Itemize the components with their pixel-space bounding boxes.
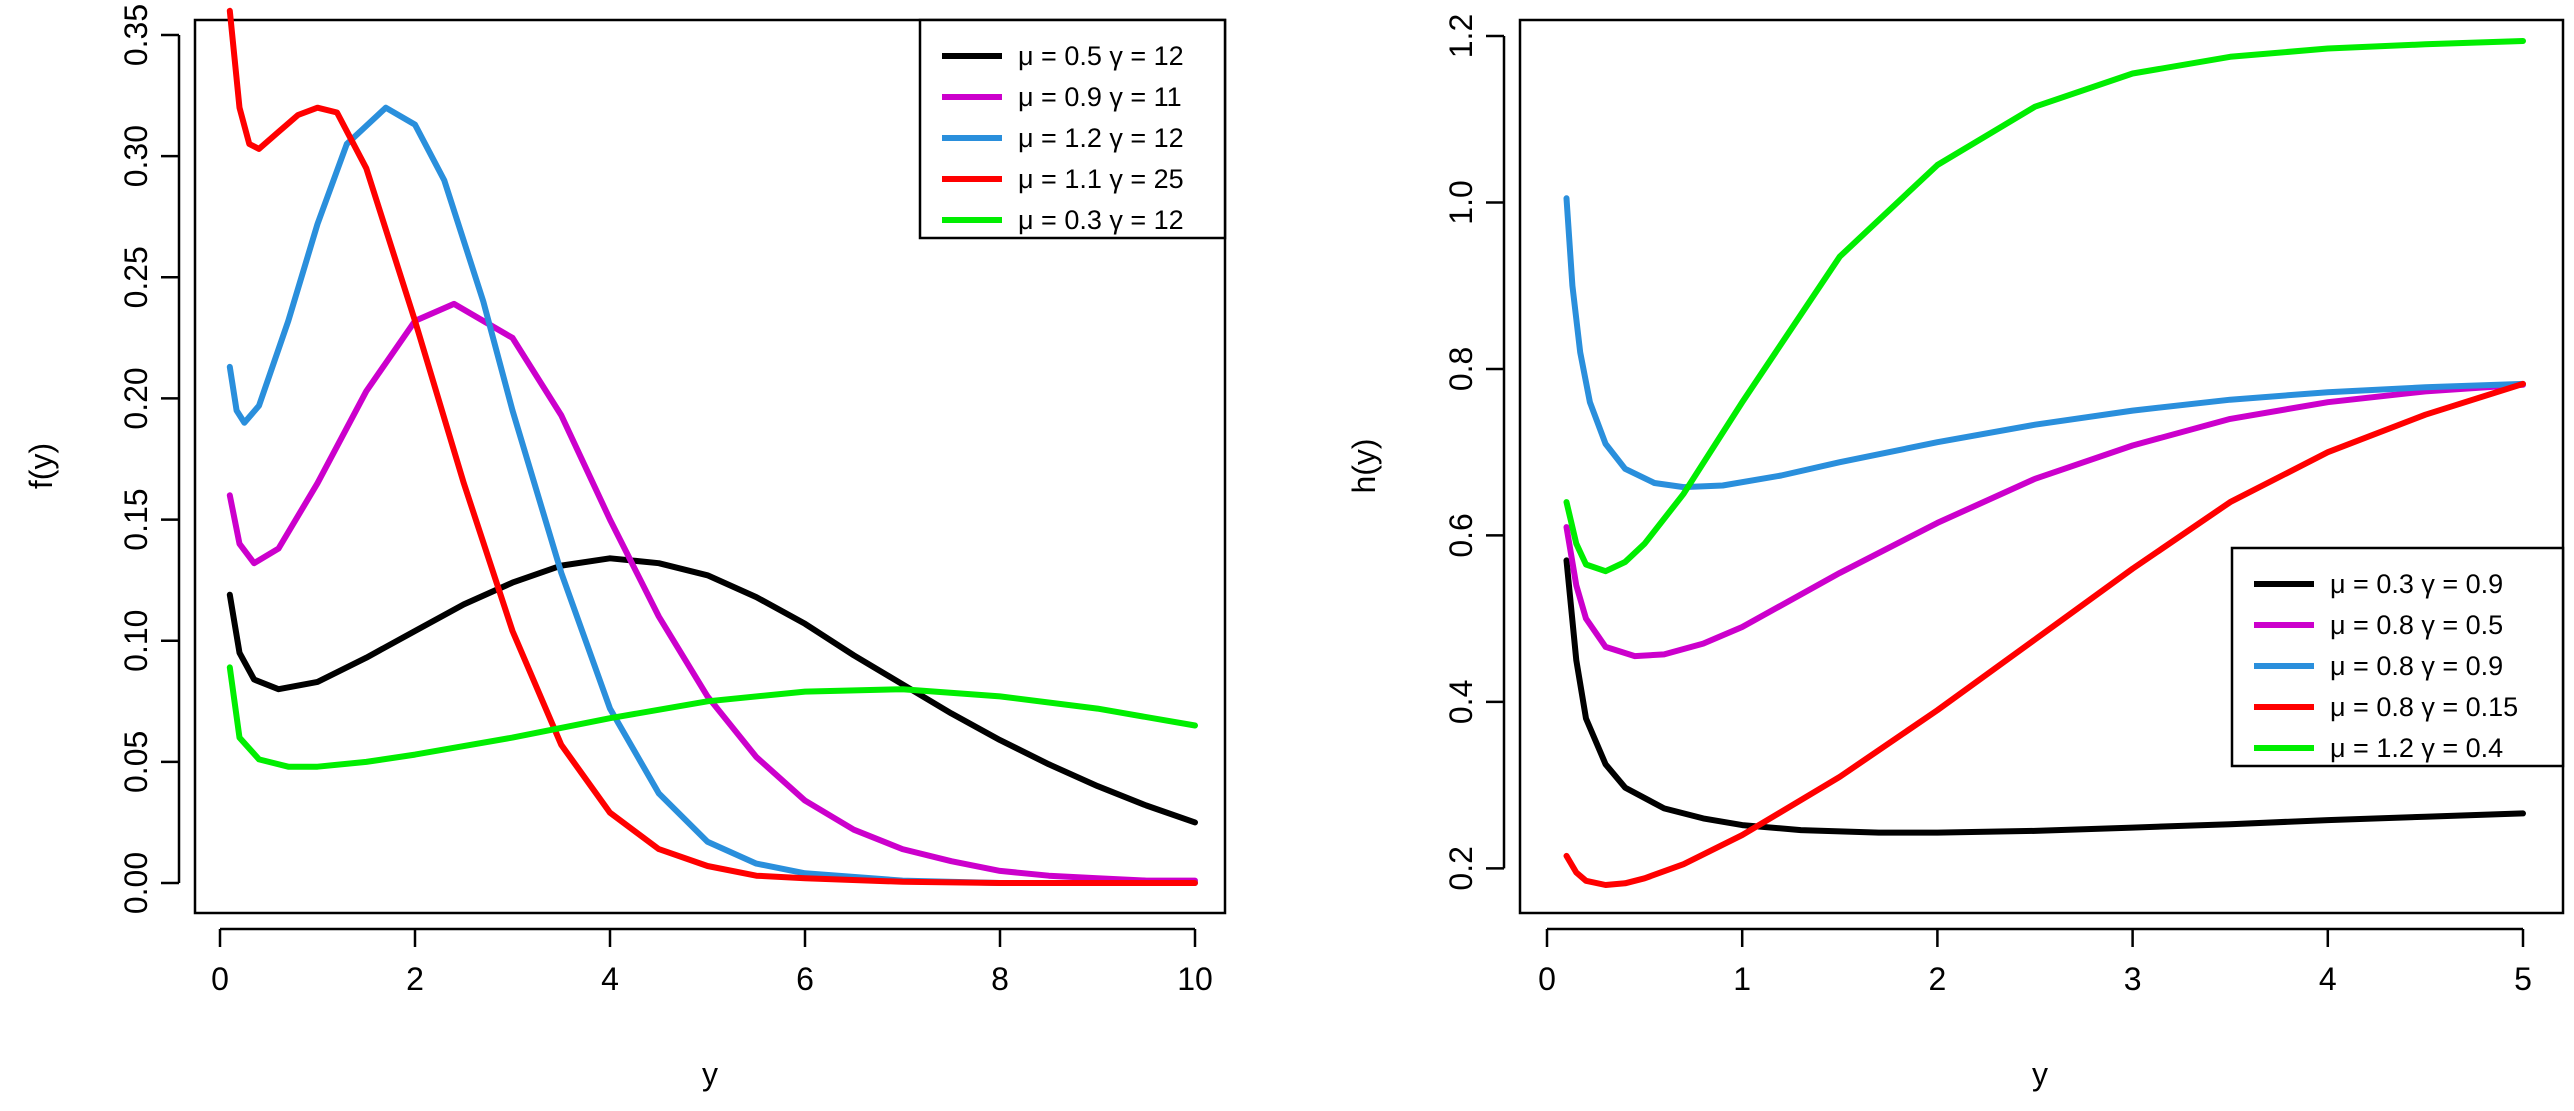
x-axis-title: y	[702, 1056, 718, 1092]
plot-frame	[1518, 18, 2565, 915]
x-tick-label: 8	[991, 961, 1009, 997]
legend-label: μ = 0.8 γ = 0.9	[2330, 651, 2503, 681]
y-axis-title: h(y)	[1346, 438, 1382, 493]
y-tick-label: 0.00	[118, 852, 154, 914]
x-axis: 0 1 2 3 4 5	[1538, 927, 2532, 997]
series-line-4	[226, 7, 1198, 886]
chart-h-of-y: 0 1 2 3 4 5 0.2 0.4 0.6 0.8 1.0 1.2 y h(y) μ = 0.3…	[1346, 14, 2565, 1092]
x-tick-label: 5	[2514, 961, 2532, 997]
series-line-3	[226, 104, 1198, 886]
y-tick-label: 0.10	[118, 610, 154, 672]
series-line-1	[1563, 557, 2526, 836]
x-tick-label: 4	[2319, 961, 2337, 997]
series-line-4	[1563, 380, 2526, 888]
plot-frame	[193, 18, 1227, 915]
series-line-5	[1563, 38, 2526, 575]
y-tick-label: 0.8	[1443, 347, 1479, 391]
legend-label: μ = 1.2 γ = 0.4	[2330, 733, 2503, 763]
x-tick-label: 3	[2124, 961, 2142, 997]
series-line-1	[226, 555, 1198, 826]
x-axis: 0 2 4 6 8 10	[211, 927, 1213, 997]
y-axis: 0.00 0.05 0.10 0.15 0.20 0.25 0.30 0.35	[118, 4, 181, 914]
series-line-5	[226, 664, 1198, 770]
series-group	[1563, 38, 2526, 888]
chart-f-of-y: 0 2 4 6 8 10 0.00 0.05 0.10 0.15 0.20 0.25 0.30 0.35…	[23, 4, 1227, 1092]
y-tick-label: 0.30	[118, 125, 154, 187]
series-line-3	[1563, 195, 2526, 491]
y-tick-label: 1.2	[1443, 14, 1479, 58]
y-tick-label: 0.20	[118, 367, 154, 429]
x-tick-label: 2	[406, 961, 424, 997]
legend-label: μ = 1.2 γ = 12	[1018, 123, 1184, 153]
legend: μ = 0.5 γ = 12 μ = 0.9 γ = 11 μ = 1.2 γ = …	[918, 18, 1227, 240]
legend-label: μ = 1.1 γ = 25	[1018, 164, 1184, 194]
x-tick-label: 0	[1538, 961, 1556, 997]
legend-label: μ = 0.8 γ = 0.5	[2330, 610, 2503, 640]
x-axis-title: y	[2032, 1056, 2048, 1092]
legend: μ = 0.3 γ = 0.9 μ = 0.8 γ = 0.5 μ = 0.8 γ …	[2230, 546, 2565, 768]
series-line-2	[1563, 381, 2526, 660]
x-tick-label: 1	[1733, 961, 1751, 997]
x-tick-label: 0	[211, 961, 229, 997]
y-tick-label: 0.35	[118, 4, 154, 66]
legend-label: μ = 0.3 γ = 12	[1018, 205, 1184, 235]
y-tick-label: 0.4	[1443, 680, 1479, 724]
x-tick-label: 10	[1177, 961, 1213, 997]
y-tick-label: 0.25	[118, 246, 154, 308]
x-tick-label: 6	[796, 961, 814, 997]
series-line-2	[226, 300, 1198, 884]
y-tick-label: 1.0	[1443, 180, 1479, 224]
legend-label: μ = 0.8 γ = 0.15	[2330, 692, 2518, 722]
y-tick-label: 0.6	[1443, 513, 1479, 557]
series-group	[226, 7, 1198, 886]
legend-label: μ = 0.9 γ = 11	[1018, 82, 1182, 112]
x-tick-label: 2	[1929, 961, 1947, 997]
y-axis-title: f(y)	[23, 443, 59, 489]
legend-label: μ = 0.3 γ = 0.9	[2330, 569, 2503, 599]
y-axis: 0.2 0.4 0.6 0.8 1.0 1.2	[1443, 14, 1506, 891]
x-tick-label: 4	[601, 961, 619, 997]
y-tick-label: 0.15	[118, 488, 154, 550]
y-tick-label: 0.05	[118, 731, 154, 793]
legend-label: μ = 0.5 γ = 12	[1018, 41, 1184, 71]
y-tick-label: 0.2	[1443, 846, 1479, 890]
